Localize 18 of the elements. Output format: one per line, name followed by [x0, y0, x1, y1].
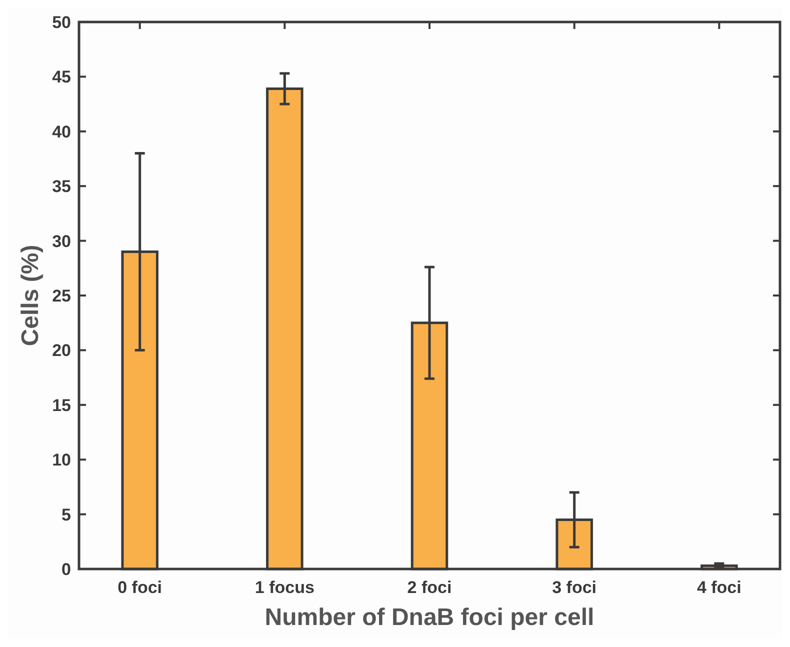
y-tick-label: 10	[52, 450, 71, 470]
x-tick-label: 2 foci	[407, 578, 452, 597]
x-tick-label: 0 foci	[118, 578, 162, 597]
y-tick-label: 30	[52, 232, 71, 251]
y-axis-title: Cells (%)	[17, 244, 44, 346]
x-tick-label: 4 foci	[696, 578, 742, 597]
y-tick-label: 0	[62, 560, 71, 579]
y-tick-label: 25	[52, 286, 71, 306]
x-axis-title: Number of DnaB foci per cell	[264, 604, 594, 631]
y-tick-label: 45	[52, 68, 71, 87]
y-tick-label: 20	[52, 341, 71, 360]
y-tick-label: 40	[52, 122, 71, 142]
x-tick-label: 1 focus	[254, 578, 314, 597]
y-tick-label: 35	[52, 177, 71, 196]
y-tick-label: 50	[52, 12, 71, 32]
y-tick-label: 5	[62, 505, 71, 524]
x-tick-label: 3 foci	[552, 578, 597, 597]
y-tick-label: 15	[52, 396, 71, 415]
